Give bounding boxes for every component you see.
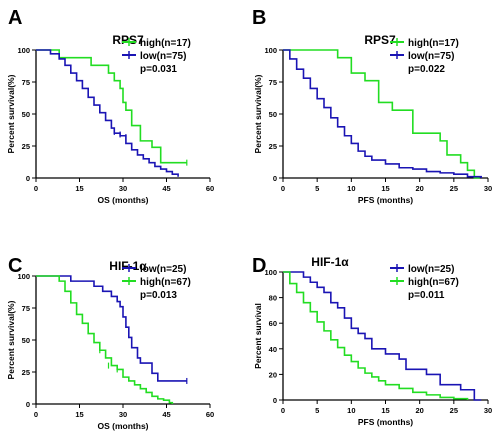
series-line-low-n-75- (36, 49, 179, 177)
y-tick-label: 100 (264, 268, 277, 277)
legend-label: high(n=17) (408, 38, 459, 49)
y-tick-label: 50 (269, 110, 277, 119)
x-tick-label: 30 (484, 184, 492, 193)
y-tick-label: 40 (269, 345, 277, 354)
x-tick-label: 15 (381, 406, 389, 415)
series-line-low-n-25- (36, 275, 187, 382)
x-tick-label: 15 (381, 184, 389, 193)
x-tick-label: 60 (206, 410, 214, 419)
legend-label: low(n=75) (408, 51, 454, 62)
series-line-high-n-17- (36, 49, 187, 164)
y-tick-label: 50 (22, 110, 30, 119)
x-tick-label: 5 (315, 406, 319, 415)
x-tick-label: 45 (162, 184, 170, 193)
x-axis-label: OS (months) (98, 421, 149, 431)
x-tick-label: 45 (162, 410, 170, 419)
panel-letter: B (252, 7, 266, 29)
x-tick-label: 30 (119, 184, 127, 193)
panel-B: B 0 25 50 75 100 0 5 10 15 20 25 30 PFS (months) Perce… (252, 7, 492, 205)
y-axis-label: Percent survival (253, 303, 263, 369)
series-line-low-n-25- (283, 271, 482, 401)
series-line-low-n-75- (283, 49, 482, 178)
legend-label: high(n=17) (140, 38, 191, 49)
x-tick-label: 0 (281, 184, 285, 193)
panel-D: D 0 20 40 60 80 100 0 5 10 15 20 25 30 PFS (months) Per… (252, 255, 492, 427)
x-axis-label: PFS (months) (358, 195, 413, 205)
x-axis-label: PFS (months) (358, 417, 413, 427)
x-tick-label: 15 (75, 410, 83, 419)
panel-letter: A (8, 7, 22, 29)
y-axis-label: Percent survival(%) (6, 74, 16, 153)
chart-title: RPS7 (112, 33, 144, 47)
legend-label: low(n=75) (140, 51, 186, 62)
x-tick-label: 10 (347, 406, 355, 415)
x-tick-label: 10 (347, 184, 355, 193)
series-line-high-n-67- (36, 275, 174, 404)
x-tick-label: 0 (34, 410, 38, 419)
x-tick-label: 20 (415, 184, 423, 193)
y-tick-label: 60 (269, 319, 277, 328)
y-tick-label: 75 (22, 304, 30, 313)
p-value-label: p=0.022 (408, 64, 445, 75)
y-tick-label: 25 (22, 368, 30, 377)
series-line-high-n-17- (283, 49, 480, 179)
panel-letter: C (8, 255, 22, 277)
p-value-label: p=0.031 (140, 64, 177, 75)
x-tick-label: 20 (415, 406, 423, 415)
x-tick-label: 0 (34, 184, 38, 193)
y-tick-label: 0 (26, 174, 30, 183)
legend-label: low(n=25) (408, 264, 454, 275)
x-tick-label: 30 (119, 410, 127, 419)
x-tick-label: 25 (450, 406, 458, 415)
p-value-label: p=0.013 (140, 290, 177, 301)
x-tick-label: 5 (315, 184, 319, 193)
y-tick-label: 25 (269, 142, 277, 151)
y-tick-label: 0 (273, 396, 277, 405)
panel-A: A 0 25 50 75 100 0 15 30 45 60 OS (months) Percent s… (6, 7, 214, 205)
y-tick-label: 50 (22, 336, 30, 345)
y-tick-label: 100 (17, 46, 30, 55)
x-tick-label: 60 (206, 184, 214, 193)
x-axis-label: OS (months) (98, 195, 149, 205)
panel-C: C 0 25 50 75 100 0 15 30 45 60 OS (months) Percent s… (6, 255, 214, 431)
series-line-high-n-67- (283, 271, 469, 400)
x-tick-label: 25 (450, 184, 458, 193)
y-tick-label: 75 (22, 78, 30, 87)
x-tick-label: 0 (281, 406, 285, 415)
p-value-label: p=0.011 (408, 290, 445, 301)
chart-title: RPS7 (364, 33, 396, 47)
chart-title: HIF-1α (311, 255, 349, 269)
y-tick-label: 75 (269, 78, 277, 87)
y-axis-label: Percent survival(%) (253, 74, 263, 153)
y-axis-label: Percent survival(%) (6, 300, 16, 379)
y-tick-label: 20 (269, 370, 277, 379)
y-tick-label: 0 (26, 400, 30, 409)
y-tick-label: 100 (264, 46, 277, 55)
panel-letter: D (252, 255, 266, 277)
y-tick-label: 25 (22, 142, 30, 151)
legend-label: low(n=25) (140, 264, 186, 275)
x-tick-label: 15 (75, 184, 83, 193)
legend-label: high(n=67) (408, 277, 459, 288)
y-tick-label: 0 (273, 174, 277, 183)
y-tick-label: 80 (269, 294, 277, 303)
legend-label: high(n=67) (140, 277, 191, 288)
y-tick-label: 100 (17, 272, 30, 281)
x-tick-label: 30 (484, 406, 492, 415)
